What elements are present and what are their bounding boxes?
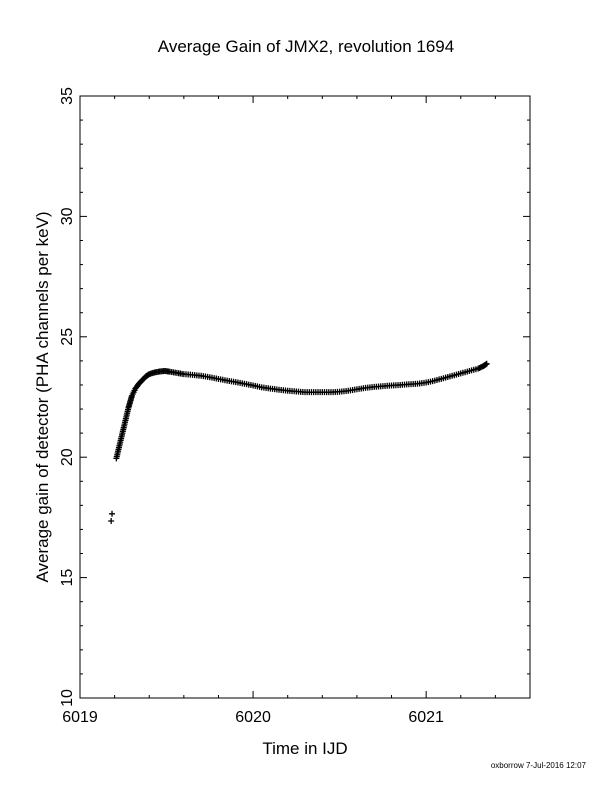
data-point-fill — [429, 378, 436, 385]
data-point — [109, 510, 116, 517]
y-axis-label: Average gain of detector (PHA channels p… — [33, 211, 52, 582]
data-point-fill — [464, 368, 471, 375]
data-point-fill — [247, 382, 254, 389]
data-point-fill — [204, 373, 211, 380]
data-point-fill — [123, 413, 130, 420]
data-point-fill — [125, 406, 132, 413]
data-point-fill — [472, 366, 479, 373]
plot-frame — [79, 95, 531, 699]
y-tick-label: 35 — [59, 87, 76, 105]
x-axis: 6019 6020 6021 — [62, 96, 496, 726]
x-axis-label: Time in IJD — [262, 739, 347, 758]
y-axis: 10 15 20 25 30 35 — [59, 87, 530, 707]
data-point-fill — [455, 371, 462, 378]
data-point-fill — [114, 449, 121, 456]
data-point-fill — [128, 394, 135, 401]
data-point-fill — [239, 380, 246, 387]
y-tick-label: 10 — [59, 689, 76, 707]
data-point-fill — [438, 375, 445, 382]
data-point — [108, 518, 115, 525]
data-point-fill — [131, 387, 138, 394]
data-series — [108, 360, 490, 525]
data-point-fill — [134, 383, 141, 390]
data-point-fill — [420, 379, 427, 386]
x-tick-label: 6021 — [408, 709, 444, 726]
x-tick-label: 6020 — [235, 709, 271, 726]
chart-title: Average Gain of JMX2, revolution 1694 — [158, 37, 454, 56]
data-point-fill — [256, 383, 263, 390]
footer-credit: oxborrow 7-Jul-2016 12:07 — [491, 761, 587, 770]
data-point-fill — [351, 386, 358, 393]
data-point-fill — [116, 442, 123, 449]
y-tick-label: 25 — [59, 328, 76, 346]
data-point-fill — [126, 400, 133, 407]
data-point-fill — [221, 377, 228, 384]
y-tick-label: 20 — [59, 448, 76, 466]
y-tick-label: 30 — [59, 207, 76, 225]
data-point-fill — [118, 435, 125, 442]
data-point-fill — [230, 378, 237, 385]
data-point-fill — [482, 361, 489, 368]
data-point-fill — [121, 421, 128, 428]
y-tick-label: 15 — [59, 569, 76, 587]
data-point-fill — [446, 373, 453, 380]
data-point-fill — [213, 375, 220, 382]
x-tick-label: 6019 — [62, 709, 98, 726]
data-point-fill — [119, 428, 126, 435]
